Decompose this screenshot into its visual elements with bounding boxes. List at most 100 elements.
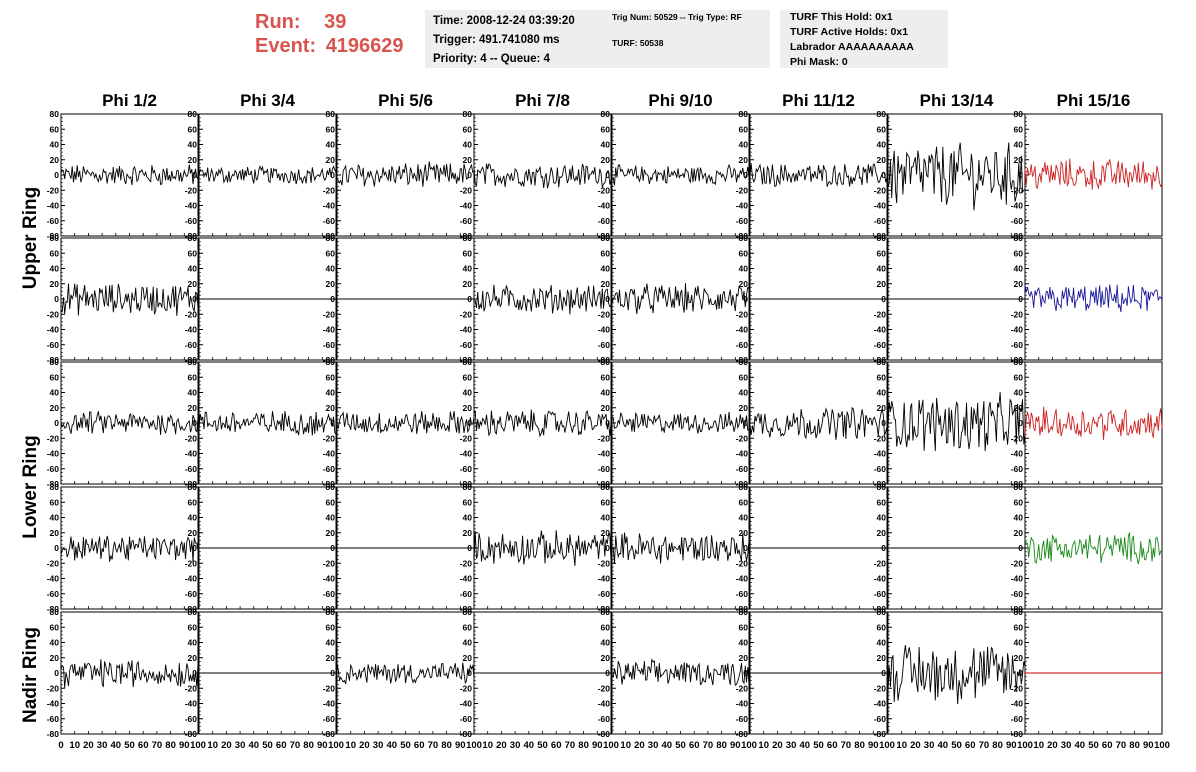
y-tick-label: -60	[460, 714, 473, 724]
x-tick-label: 10	[207, 740, 218, 751]
x-tick-label: 50	[675, 740, 686, 751]
y-tick-label: 60	[1014, 248, 1024, 258]
y-tick-label: 60	[1014, 372, 1024, 382]
x-tick-label: 80	[1129, 740, 1140, 751]
y-tick-label: 20	[50, 653, 60, 663]
y-tick-label: 40	[188, 513, 198, 523]
waveform-trace	[473, 409, 612, 438]
x-tick-label: 30	[648, 740, 659, 751]
x-tick-label: 80	[441, 740, 452, 751]
x-tick-label: 70	[565, 740, 576, 751]
y-tick-label: -80	[598, 355, 611, 365]
y-tick-label: 80	[50, 607, 60, 617]
y-tick-label: -40	[185, 449, 198, 459]
waveform-trace	[60, 164, 199, 186]
run-row: Run: 39	[255, 10, 404, 34]
y-tick-label: -40	[323, 325, 336, 335]
y-tick-label: -80	[323, 231, 336, 241]
x-tick-label: 20	[1047, 740, 1058, 751]
y-tick-label: 20	[739, 155, 749, 165]
y-tick-label: -40	[460, 449, 473, 459]
y-tick-label: -80	[1011, 479, 1024, 489]
y-tick-label: 40	[1014, 264, 1024, 274]
y-tick-label: 80	[188, 109, 198, 119]
y-tick-label: 0	[192, 543, 197, 553]
y-tick-label: 60	[601, 124, 611, 134]
y-tick-label: 80	[463, 109, 473, 119]
y-tick-label: 60	[877, 248, 887, 258]
y-tick-label: 40	[877, 638, 887, 648]
y-tick-label: 20	[1014, 155, 1024, 165]
y-tick-label: -20	[598, 683, 611, 693]
y-tick-label: -40	[736, 325, 749, 335]
y-tick-label: -80	[460, 231, 473, 241]
y-tick-label: 0	[467, 543, 472, 553]
y-tick-label: 40	[739, 638, 749, 648]
x-tick-label: 70	[1116, 740, 1127, 751]
y-tick-label: 80	[877, 109, 887, 119]
y-tick-label: -60	[598, 340, 611, 350]
y-tick-label: 60	[326, 497, 336, 507]
y-tick-label: 80	[50, 109, 60, 119]
y-tick-label: 40	[463, 513, 473, 523]
event-label: Event:	[255, 35, 317, 57]
y-tick-label: 0	[192, 418, 197, 428]
y-tick-label: 20	[326, 155, 336, 165]
x-tick-label: 10	[620, 740, 631, 751]
y-tick-label: -20	[874, 309, 887, 319]
y-tick-label: -80	[736, 479, 749, 489]
x-tick-label: 80	[578, 740, 589, 751]
y-tick-label: -20	[460, 185, 473, 195]
y-tick-label: 60	[739, 248, 749, 258]
y-tick-label: 20	[188, 403, 198, 413]
waveform-trace	[198, 411, 337, 436]
y-tick-label: 40	[326, 388, 336, 398]
x-tick-label: 30	[1061, 740, 1072, 751]
y-tick-label: 80	[601, 109, 611, 119]
x-tick-label: 100	[879, 740, 895, 751]
x-tick-label: 90	[455, 740, 466, 751]
y-tick-label: 80	[188, 607, 198, 617]
y-tick-label: -60	[874, 714, 887, 724]
y-tick-label: 80	[50, 482, 60, 492]
x-tick-label: 90	[317, 740, 328, 751]
y-tick-label: 0	[743, 543, 748, 553]
y-tick-label: 40	[188, 388, 198, 398]
y-tick-label: -80	[460, 479, 473, 489]
y-tick-label: 60	[601, 497, 611, 507]
info-panel-turf: TURF This Hold: 0x1 TURF Active Holds: 0…	[780, 10, 948, 68]
waveform-trace	[336, 411, 475, 434]
x-tick-label: 50	[400, 740, 411, 751]
y-tick-label: -60	[47, 340, 60, 350]
y-tick-label: -60	[736, 589, 749, 599]
x-tick-label: 50	[124, 740, 135, 751]
y-tick-label: 60	[601, 248, 611, 258]
y-tick-label: 0	[467, 668, 472, 678]
y-tick-label: -40	[598, 325, 611, 335]
y-tick-label: -40	[1011, 449, 1024, 459]
y-tick-label: -20	[185, 558, 198, 568]
y-tick-label: 20	[601, 279, 611, 289]
y-tick-label: 0	[605, 170, 610, 180]
y-tick-label: 0	[330, 543, 335, 553]
y-tick-label: 20	[601, 155, 611, 165]
y-tick-label: 40	[326, 264, 336, 274]
x-tick-label: 50	[537, 740, 548, 751]
y-tick-label: -20	[736, 309, 749, 319]
y-tick-label: -60	[185, 589, 198, 599]
x-tick-label: 70	[152, 740, 163, 751]
priority-text: Priority: 4 -- Queue: 4	[433, 53, 550, 65]
y-tick-label: 40	[326, 638, 336, 648]
column-title: Phi 15/16	[1057, 91, 1131, 110]
x-tick-label: 20	[83, 740, 94, 751]
y-tick-label: 80	[326, 607, 336, 617]
y-tick-label: 0	[881, 294, 886, 304]
y-tick-label: -60	[598, 464, 611, 474]
y-tick-label: 0	[743, 418, 748, 428]
x-tick-label: 80	[992, 740, 1003, 751]
y-tick-label: -80	[736, 604, 749, 614]
y-tick-label: 80	[188, 233, 198, 243]
y-tick-label: 80	[739, 357, 749, 367]
y-tick-label: -60	[47, 216, 60, 226]
y-tick-label: 80	[601, 607, 611, 617]
